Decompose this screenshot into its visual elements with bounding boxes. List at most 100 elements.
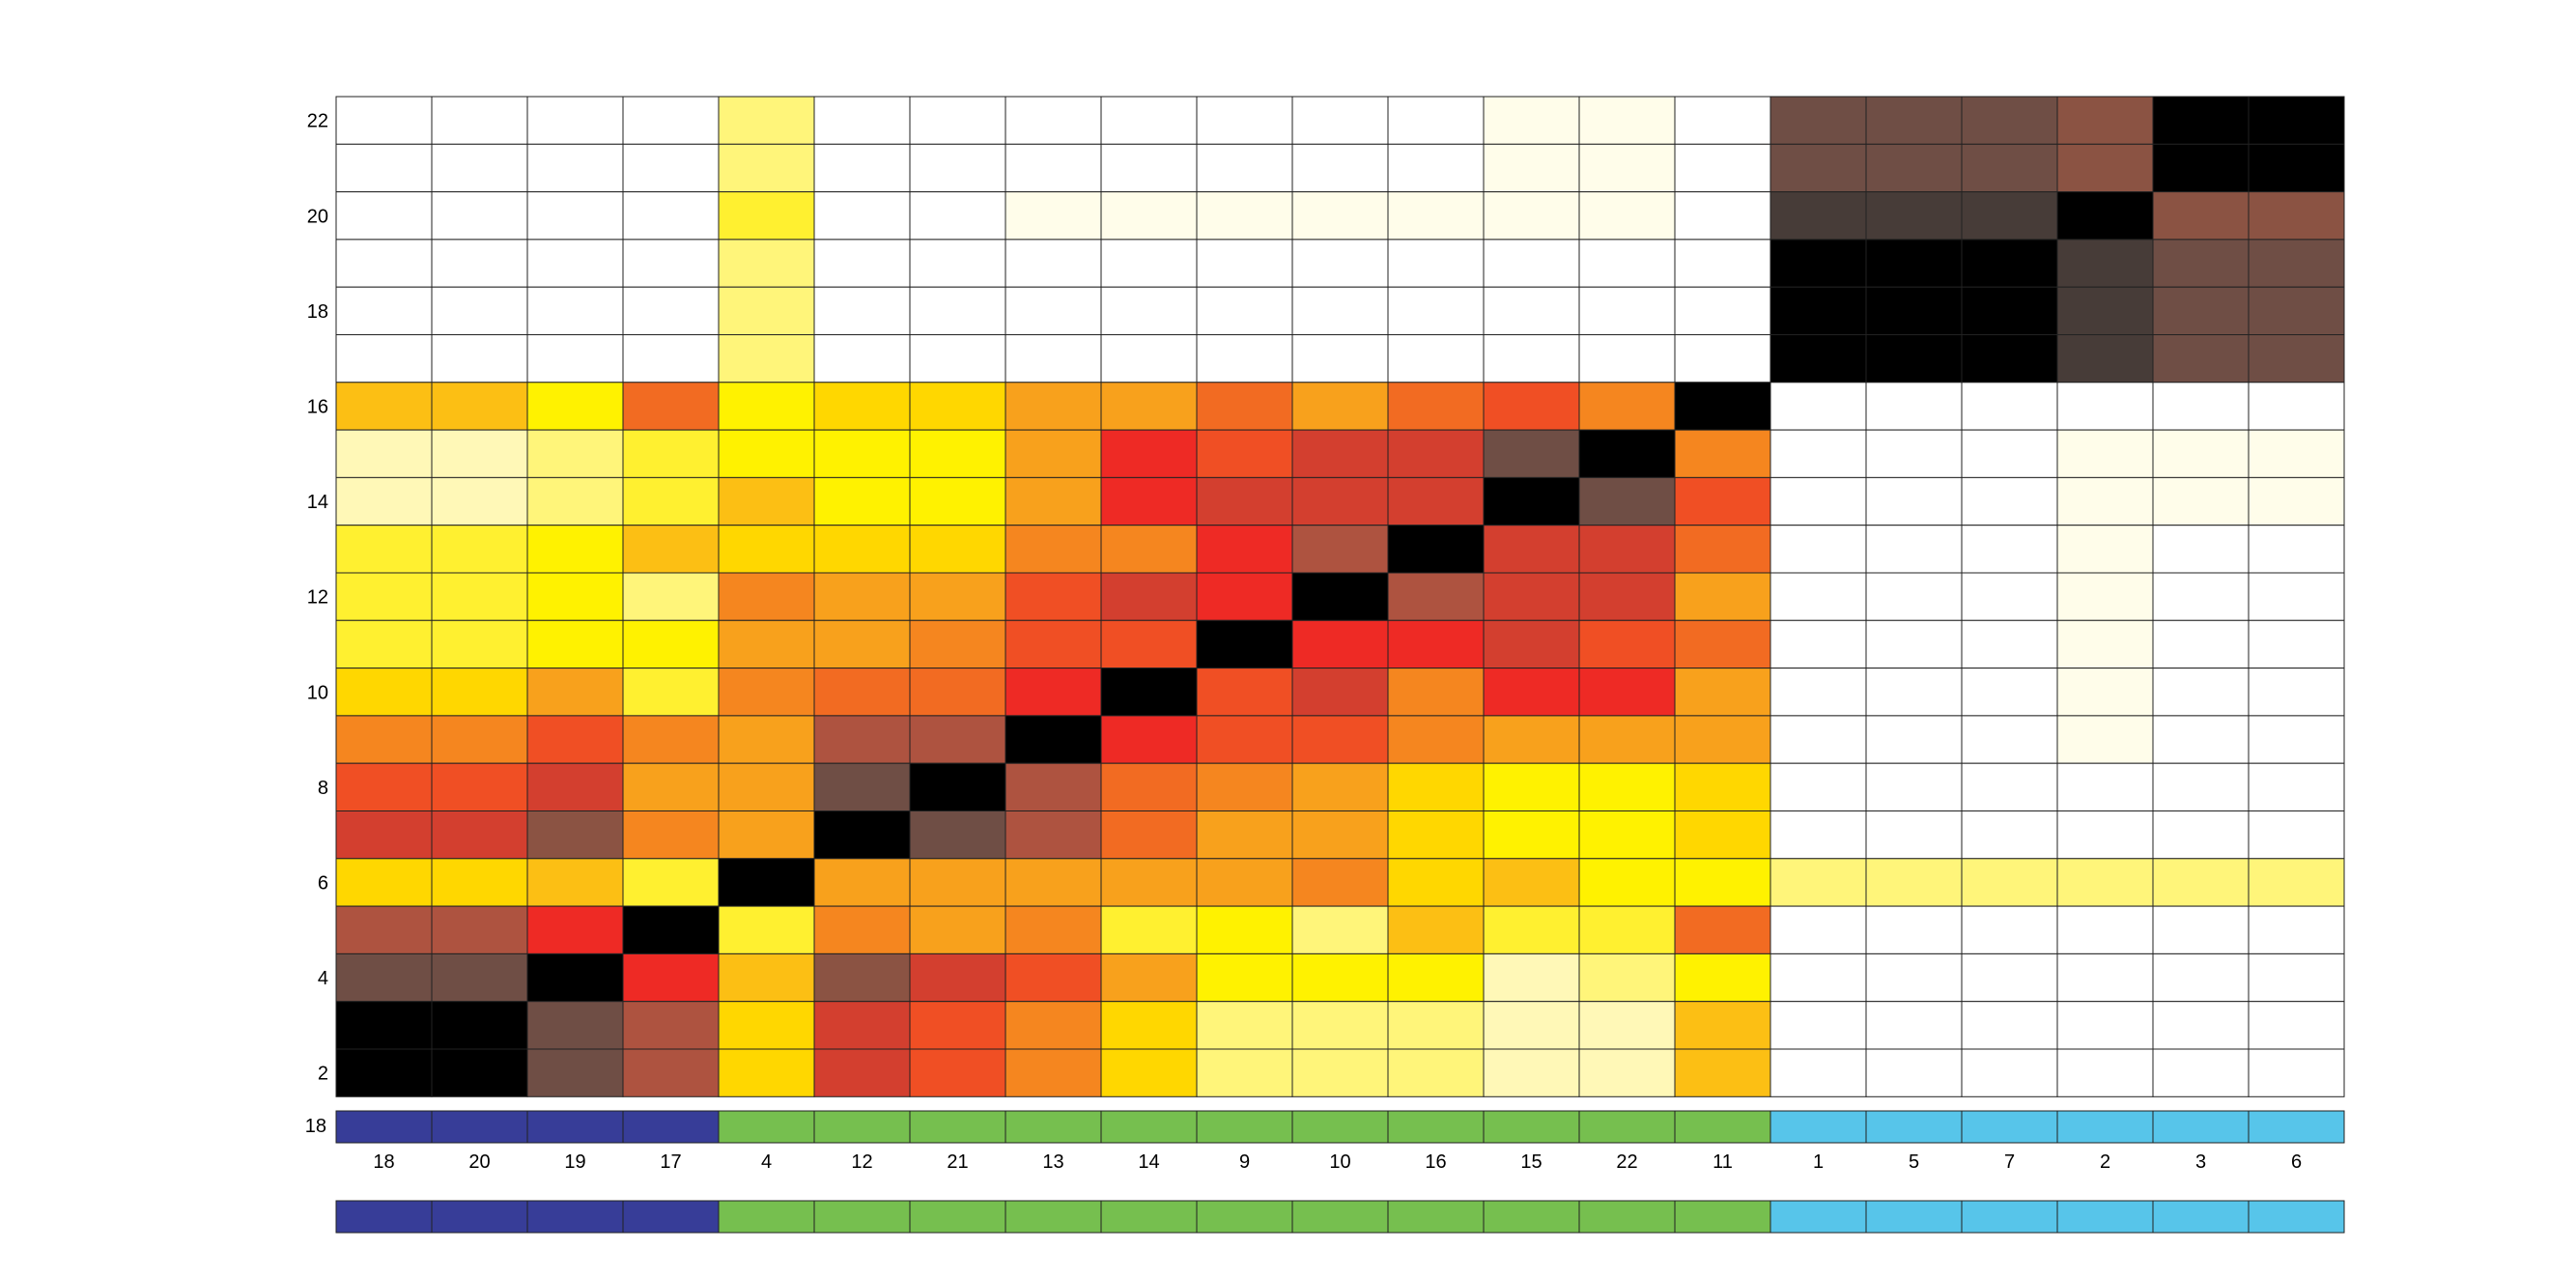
heatmap-cell (622, 619, 720, 669)
heatmap-cell (1865, 525, 1963, 574)
heatmap-cell (718, 239, 815, 288)
group-bar-cell (718, 1110, 815, 1144)
heatmap-cell (1291, 143, 1389, 193)
heatmap-cell (1865, 286, 1963, 336)
y-tick-label: 4 (318, 968, 328, 989)
heatmap-cell (335, 1048, 433, 1097)
heatmap-cell (2248, 525, 2345, 574)
heatmap-cell (1769, 1001, 1867, 1050)
heatmap-cell (2248, 334, 2345, 384)
heatmap-cell (1483, 525, 1580, 574)
heatmap-cell (1961, 286, 2058, 336)
heatmap-cell (1674, 572, 1771, 621)
heatmap-cell (1674, 905, 1771, 954)
heatmap-cell (1387, 525, 1485, 574)
heatmap-cell (813, 715, 911, 764)
heatmap-cell (909, 668, 1006, 717)
heatmap-cell (1674, 239, 1771, 288)
heatmap-cell (526, 143, 624, 193)
heatmap-cell (526, 668, 624, 717)
heatmap-cell (909, 334, 1006, 384)
heatmap-cell (813, 286, 911, 336)
heatmap-cell (1961, 429, 2058, 478)
heatmap-cell (335, 810, 433, 860)
heatmap-cell (1674, 619, 1771, 669)
heatmap-cell (335, 239, 433, 288)
column-label: 1 (1813, 1151, 1824, 1173)
group-bar-cell (2248, 1200, 2345, 1234)
heatmap-cell (1387, 762, 1485, 812)
group-bar-cell (2056, 1200, 2154, 1234)
heatmap-cell (813, 143, 911, 193)
heatmap-cell (2056, 572, 2154, 621)
heatmap-cell (335, 429, 433, 478)
heatmap-cell (1100, 952, 1198, 1003)
heatmap-cell (335, 143, 433, 193)
heatmap-cell (1961, 905, 2058, 954)
heatmap-cell (1387, 858, 1485, 907)
heatmap-cell (1196, 952, 1293, 1003)
heatmap-cell (1387, 905, 1485, 954)
heatmap-cell (1769, 668, 1867, 717)
heatmap-cell (335, 858, 433, 907)
heatmap-cell (1196, 429, 1293, 478)
heatmap-cell (2248, 715, 2345, 764)
heatmap-cell (813, 762, 911, 812)
column-label: 15 (1520, 1151, 1542, 1173)
heatmap-cell (1769, 143, 1867, 193)
group-bar-cell (1961, 1200, 2058, 1234)
heatmap-cell (1291, 1048, 1389, 1097)
heatmap-cell (813, 525, 911, 574)
heatmap-cell (813, 905, 911, 954)
heatmap-cell (1865, 762, 1963, 812)
group-bar-cell (1387, 1110, 1485, 1144)
heatmap-cell (1769, 476, 1867, 526)
y-tick-label: 16 (307, 396, 328, 417)
heatmap-cell (1483, 143, 1580, 193)
heatmap-cell (1100, 334, 1198, 384)
heatmap-cell (1100, 382, 1198, 431)
heatmap-cell (1578, 572, 1676, 621)
heatmap-cell (1387, 715, 1485, 764)
heatmap-cell (1100, 525, 1198, 574)
heatmap-cell (1578, 668, 1676, 717)
heatmap-cell (526, 1048, 624, 1097)
heatmap-cell (1196, 525, 1293, 574)
heatmap-cell (1005, 382, 1102, 431)
group-bar-cell (431, 1110, 528, 1144)
heatmap-cell (718, 905, 815, 954)
heatmap-cell (335, 715, 433, 764)
heatmap-cell (909, 239, 1006, 288)
y-tick-label: 2 (318, 1064, 328, 1085)
heatmap-cell (1005, 762, 1102, 812)
heatmap-cell (622, 1001, 720, 1050)
heatmap-cell (813, 382, 911, 431)
group-bar-cell (1483, 1110, 1580, 1144)
heatmap-cell (1578, 191, 1676, 241)
heatmap-cell (1291, 286, 1389, 336)
heatmap-cell (1961, 96, 2058, 145)
heatmap-cell (1769, 715, 1867, 764)
heatmap-cell (718, 668, 815, 717)
heatmap-cell (1961, 762, 2058, 812)
heatmap-cell (1961, 191, 2058, 241)
heatmap-cell (1100, 858, 1198, 907)
heatmap-cell (1483, 952, 1580, 1003)
heatmap-cell (2248, 429, 2345, 478)
heatmap-cell (1865, 1001, 1963, 1050)
heatmap-cell (1196, 810, 1293, 860)
group-bar-cell (1100, 1110, 1198, 1144)
heatmap-cell (2152, 810, 2250, 860)
y-tick-label: 18 (307, 301, 328, 323)
heatmap-cell (718, 952, 815, 1003)
heatmap-cell (1961, 619, 2058, 669)
heatmap-cell (335, 476, 433, 526)
heatmap-cell (1674, 858, 1771, 907)
heatmap-cell (2248, 1001, 2345, 1050)
heatmap-cell (1483, 858, 1580, 907)
heatmap-cell (526, 572, 624, 621)
heatmap-cell (1578, 429, 1676, 478)
column-label: 5 (1909, 1151, 1919, 1173)
heatmap-cell (718, 1001, 815, 1050)
heatmap-cell (909, 952, 1006, 1003)
